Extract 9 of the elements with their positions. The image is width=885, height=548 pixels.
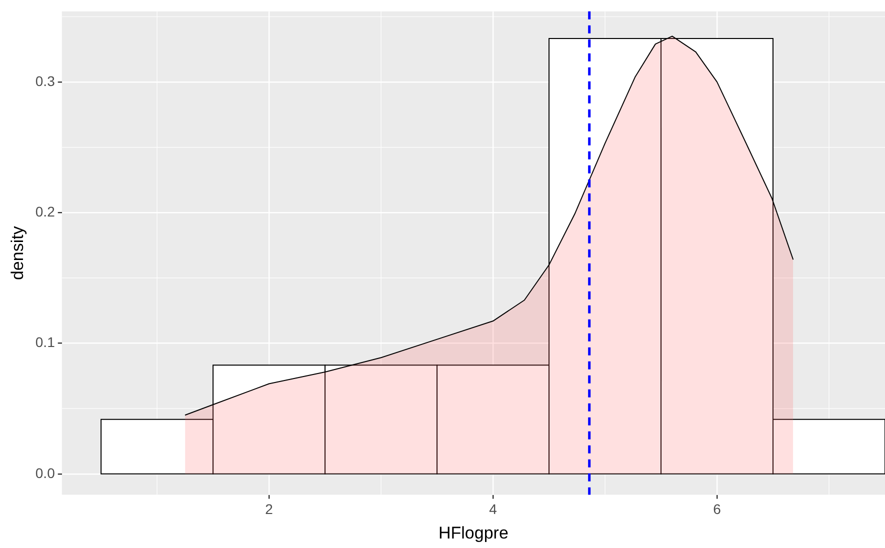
y-tick-label: 0.1 xyxy=(35,334,56,350)
y-tick-label: 0.3 xyxy=(35,72,56,89)
x-tick-label: 4 xyxy=(489,501,498,518)
y-tick-label: 0.0 xyxy=(35,464,56,481)
y-tick-label: 0.2 xyxy=(35,203,56,220)
y-axis-title: density xyxy=(8,226,27,280)
x-axis-title: HFlogpre xyxy=(438,523,508,542)
x-tick-label: 2 xyxy=(265,501,274,518)
x-tick-label: 6 xyxy=(713,501,722,518)
